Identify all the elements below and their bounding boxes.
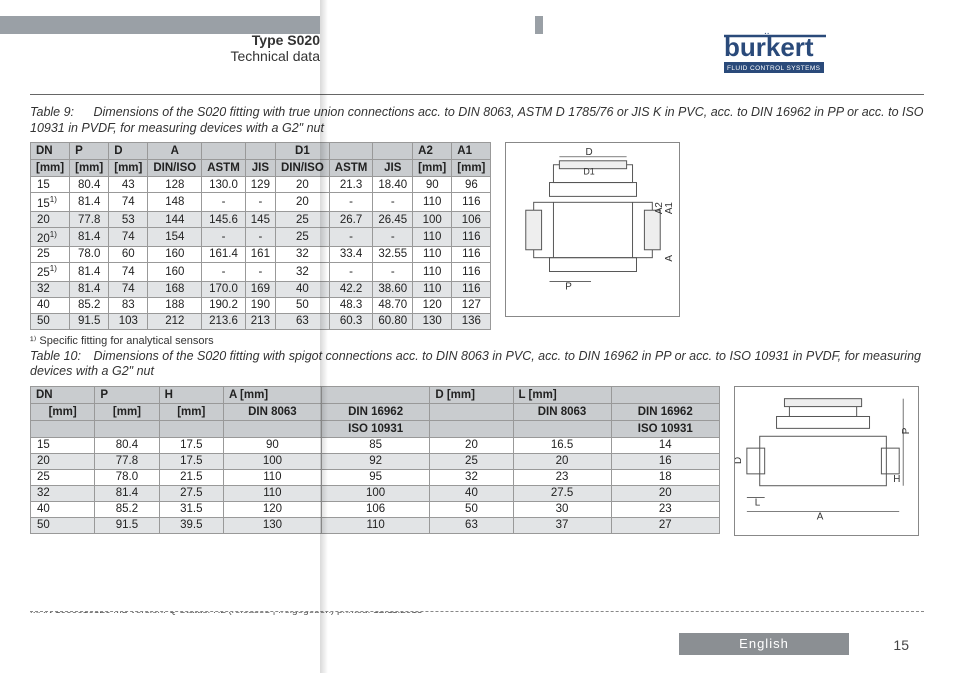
table9-caption-label: Table 9: — [30, 105, 90, 121]
page-number: 15 — [893, 637, 909, 653]
svg-text:L: L — [755, 497, 761, 508]
table10-caption-label: Table 10: — [30, 349, 90, 365]
svg-text:A: A — [817, 511, 824, 522]
svg-text:A1: A1 — [664, 202, 675, 215]
svg-text:D: D — [735, 457, 744, 464]
footer-meta-text: MAN 1000010326 ML Version: Q Status: RL … — [30, 611, 422, 616]
table9-footnote: ¹⁾ Specific fitting for analytical senso… — [30, 334, 924, 347]
table10-caption: Table 10: Dimensions of the S020 fitting… — [30, 349, 924, 380]
doc-title-block: Type S020 Technical data — [125, 32, 320, 64]
language-tab: English — [679, 633, 849, 655]
doc-title: Type S020 — [125, 32, 320, 48]
header-rule — [30, 94, 924, 95]
svg-text:P: P — [566, 282, 573, 293]
svg-text:H: H — [893, 474, 900, 485]
page-content: Table 9: Dimensions of the S020 fitting … — [30, 105, 924, 540]
doc-subtitle: Technical data — [125, 48, 320, 64]
header-accent-right — [535, 16, 543, 34]
svg-text:A: A — [664, 255, 675, 262]
brand-logo: burkert .. FLUID CONTROL SYSTEMS — [724, 30, 894, 80]
svg-text:FLUID CONTROL SYSTEMS: FLUID CONTROL SYSTEMS — [727, 65, 821, 72]
table9-caption: Table 9: Dimensions of the S020 fitting … — [30, 105, 924, 136]
svg-text:P: P — [901, 427, 912, 434]
svg-text:D: D — [586, 147, 593, 158]
page-fold-shadow — [320, 0, 328, 673]
svg-text:D1: D1 — [584, 167, 595, 177]
diagram-spigot-fitting: P D H L A — [734, 386, 919, 536]
footer-meta: MAN 1000010326 ML Version: Q Status: RL … — [30, 611, 924, 625]
table10-caption-text: Dimensions of the S020 fitting with spig… — [30, 349, 921, 379]
table9: DNPDAD1A2A1[mm][mm][mm]DIN/ISOASTMJISDIN… — [30, 142, 491, 329]
table9-caption-text: Dimensions of the S020 fitting with true… — [30, 105, 924, 135]
table10: DNPHA [mm]D [mm]L [mm][mm][mm][mm]DIN 80… — [30, 386, 720, 534]
diagram-union-fitting: D D1 A2 A1 A P — [505, 142, 680, 317]
svg-text:..: .. — [764, 30, 770, 37]
